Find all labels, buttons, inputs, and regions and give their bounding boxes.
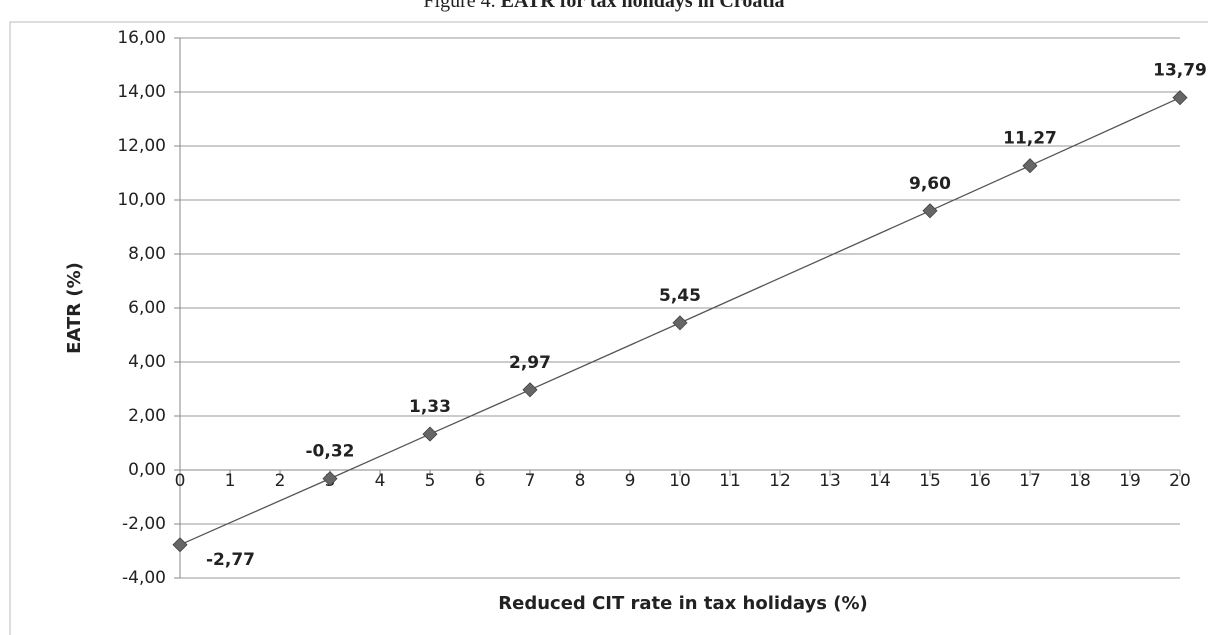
y-tick-label: 4,00 [128,352,166,372]
y-tick-label: 12,00 [117,136,166,156]
marker [1172,90,1188,106]
y-tick-label: 10,00 [117,190,166,210]
x-tick-label: 18 [1069,471,1091,491]
y-tick-label: 0,00 [128,460,166,480]
x-tick-label: 16 [969,471,991,491]
data-label: -0,32 [306,442,355,462]
chart-title: Figure 4. EATR for tax holidays in Croat… [423,0,784,12]
x-tick-label: 15 [919,471,941,491]
x-tick-label: 19 [1119,471,1141,491]
data-label: 11,27 [1003,129,1057,149]
x-tick-label: 20 [1169,471,1191,491]
data-label: 9,60 [909,174,951,194]
x-tick-label: 11 [719,471,741,491]
y-tick-label: 16,00 [117,28,166,48]
x-tick-label: 7 [525,471,536,491]
x-tick-label: 5 [425,471,436,491]
figure-label: Figure 4. [423,0,495,12]
x-axis-label: Reduced CIT rate in tax holidays (%) [498,593,867,614]
y-tick-label: -2,00 [122,514,166,534]
y-tick-label: 2,00 [128,406,166,426]
x-tick-label: 2 [275,471,286,491]
x-tick-label: 0 [175,471,186,491]
marker [672,315,688,331]
x-tick-label: 12 [769,471,791,491]
series-line [179,97,1181,546]
marker [172,537,188,553]
data-label: 2,97 [509,353,551,373]
x-tick-label: 8 [575,471,586,491]
x-tick-label: 9 [625,471,636,491]
chart-frame [9,21,1208,635]
x-tick-label: 17 [1019,471,1041,491]
data-label: -2,77 [206,550,255,570]
marker [522,382,538,398]
title-text: EATR for tax holidays in Croatia [501,0,785,12]
x-tick-label: 6 [475,471,486,491]
y-tick-label: 6,00 [128,298,166,318]
x-tick-label: 13 [819,471,841,491]
x-tick-label: 4 [375,471,386,491]
x-tick-label: 14 [869,471,891,491]
data-label: 5,45 [659,286,701,306]
y-tick-label: 14,00 [117,82,166,102]
y-axis-label: EATR (%) [64,262,85,354]
data-label: 13,79 [1153,61,1207,81]
y-tick-label: 8,00 [128,244,166,264]
x-tick-label: 1 [225,471,236,491]
marker [1022,158,1038,174]
marker [922,203,938,219]
marker [422,426,438,442]
data-label: 1,33 [409,397,451,417]
marker [322,471,338,487]
x-tick-label: 10 [669,471,691,491]
y-tick-label: -4,00 [122,568,166,588]
